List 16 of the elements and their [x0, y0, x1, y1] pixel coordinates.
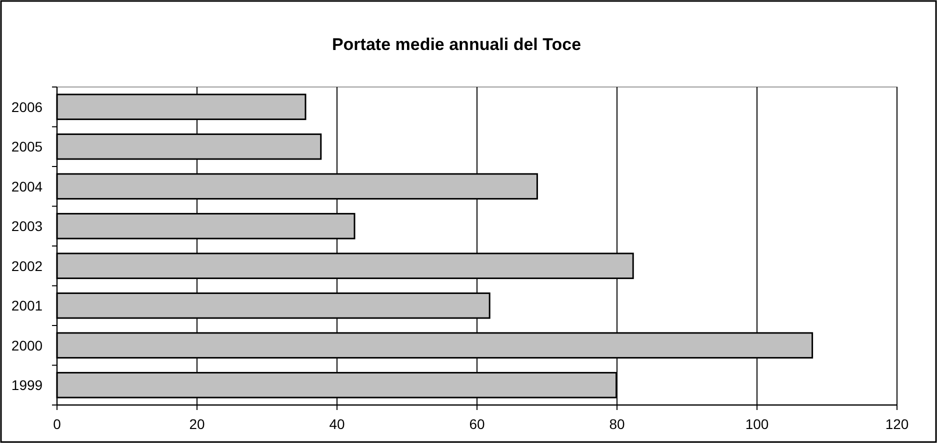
y-tick-label: 2001 [11, 298, 43, 314]
y-tick-label: 2005 [11, 138, 43, 155]
chart-title: Portate medie annuali del Toce [332, 35, 582, 54]
y-tick-label: 2003 [11, 218, 43, 234]
x-tick-label: 40 [329, 416, 345, 432]
y-tick-label: 2004 [11, 178, 43, 194]
x-tick-label: 60 [469, 416, 485, 432]
x-tick-label: 20 [189, 416, 205, 432]
y-tick-label: 1999 [11, 377, 43, 394]
x-tick-label: 120 [885, 416, 909, 432]
y-tick-label: 2000 [11, 337, 43, 354]
y-tick-label: 2006 [11, 98, 43, 115]
y-tick-label: 2002 [11, 258, 43, 274]
x-tick-label: 80 [609, 416, 625, 432]
x-tick-label: 0 [53, 416, 62, 432]
x-tick-label: 100 [745, 416, 769, 432]
